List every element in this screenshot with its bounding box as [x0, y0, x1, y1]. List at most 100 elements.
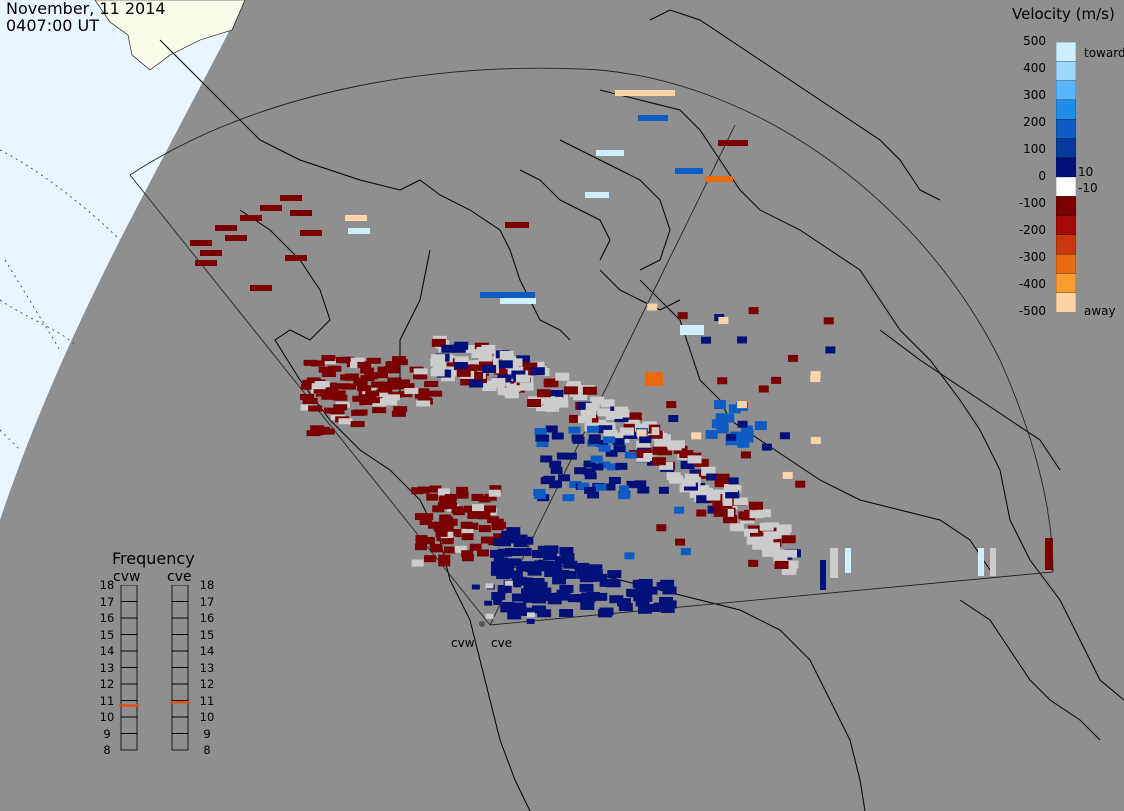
- echo-cell: [428, 390, 443, 397]
- echo-cell: [754, 421, 767, 431]
- echo-cell: [588, 569, 603, 578]
- echo-cell: [607, 570, 622, 579]
- echo-cell: [598, 425, 613, 434]
- echo-cell: [500, 298, 536, 304]
- echo-cell: [415, 388, 430, 395]
- echo-cell: [417, 486, 430, 494]
- colorbar-segment: [1056, 61, 1076, 82]
- frequency-gauge-cell: [120, 617, 138, 635]
- echo-cell: [761, 443, 772, 451]
- echo-cell: [547, 596, 562, 605]
- echo-cell: [464, 505, 477, 513]
- echo-cell: [491, 592, 506, 601]
- echo-cell: [574, 467, 587, 475]
- echo-cell: [444, 494, 457, 502]
- echo-cell: [756, 509, 771, 518]
- echo-cell: [552, 576, 567, 585]
- echo-cell: [478, 353, 493, 362]
- echo-cell: [290, 210, 312, 216]
- echo-cell: [559, 609, 574, 618]
- frequency-gauge-cell: [171, 716, 189, 734]
- echo-cell: [318, 366, 333, 373]
- echo-cell: [583, 468, 596, 476]
- echo-cell: [338, 418, 353, 425]
- frequency-gauge-cell: [120, 716, 138, 734]
- echo-cell: [536, 440, 549, 448]
- echo-cell: [385, 361, 400, 368]
- colorbar-tick-label: -100: [1018, 196, 1046, 210]
- echo-cell: [507, 558, 522, 567]
- echo-cell: [668, 415, 679, 423]
- echo-cell: [562, 494, 575, 502]
- echo-cell: [429, 543, 442, 551]
- echo-cell: [545, 425, 558, 433]
- colorbar-segment: [1056, 42, 1076, 62]
- echo-cell: [705, 176, 733, 182]
- echo-cell: [360, 375, 375, 382]
- echo-cell: [722, 413, 735, 423]
- echo-cell: [660, 604, 675, 613]
- echo-cell: [471, 360, 486, 369]
- echo-cell: [462, 364, 477, 373]
- echo-cell: [618, 492, 631, 500]
- echo-cell: [456, 491, 469, 499]
- echo-cell: [517, 547, 532, 556]
- echo-cell: [632, 579, 647, 588]
- echo-cell: [680, 461, 695, 470]
- echo-cell: [511, 593, 526, 602]
- echo-cell: [471, 350, 486, 359]
- echo-cell: [624, 451, 637, 459]
- colorbar-segment: [1056, 234, 1076, 255]
- day-land: [94, 0, 246, 71]
- echo-cell: [374, 372, 389, 379]
- echo-cell: [651, 457, 666, 466]
- colorbar-segment: [1056, 196, 1076, 217]
- station-label-cve: cve: [167, 569, 192, 585]
- echo-cell: [569, 414, 584, 423]
- colorbar-tick-label: 0: [1038, 169, 1046, 183]
- echo-cell: [563, 386, 578, 395]
- echo-cell: [569, 480, 582, 488]
- echo-cell: [694, 458, 709, 467]
- echo-cell: [723, 484, 738, 493]
- echo-cell: [706, 492, 721, 501]
- echo-cell: [505, 547, 519, 556]
- echo-cell: [340, 356, 355, 363]
- echo-cell: [431, 354, 446, 363]
- colorbar-segment: [1056, 215, 1076, 236]
- echo-cell: [506, 383, 521, 392]
- echo-cell: [490, 549, 505, 558]
- echo-cell: [376, 392, 391, 399]
- echo-cell: [588, 564, 603, 573]
- echo-cell: [419, 518, 432, 526]
- echo-cell: [368, 397, 383, 404]
- echo-cell: [424, 555, 437, 563]
- frequency-scale-label: 12: [99, 677, 115, 691]
- echo-cell: [733, 497, 748, 506]
- echo-cell: [679, 450, 694, 459]
- echo-cell: [548, 396, 563, 405]
- echo-cell: [618, 603, 633, 612]
- echo-cell: [493, 533, 506, 541]
- echo-cell: [321, 371, 336, 378]
- echo-cell: [471, 584, 480, 590]
- colorbar-segment: [1056, 176, 1076, 197]
- echo-cell: [559, 584, 574, 593]
- echo-cell: [540, 477, 553, 485]
- echo-cell: [379, 381, 394, 388]
- echo-cell: [590, 396, 605, 405]
- echo-cell: [645, 427, 660, 436]
- frequency-gauge-cell: [171, 667, 189, 685]
- echo-cell: [586, 425, 599, 433]
- echo-cell: [456, 486, 469, 494]
- echo-cell: [300, 230, 322, 236]
- echo-cell: [556, 589, 571, 598]
- echo-cell: [596, 440, 609, 448]
- echo-cell: [634, 423, 649, 432]
- echo-cell: [600, 399, 615, 408]
- echo-cell: [484, 505, 497, 513]
- echo-cell: [689, 469, 704, 478]
- echo-cell: [647, 303, 658, 311]
- echo-cell: [711, 419, 724, 429]
- echo-cell: [737, 336, 748, 344]
